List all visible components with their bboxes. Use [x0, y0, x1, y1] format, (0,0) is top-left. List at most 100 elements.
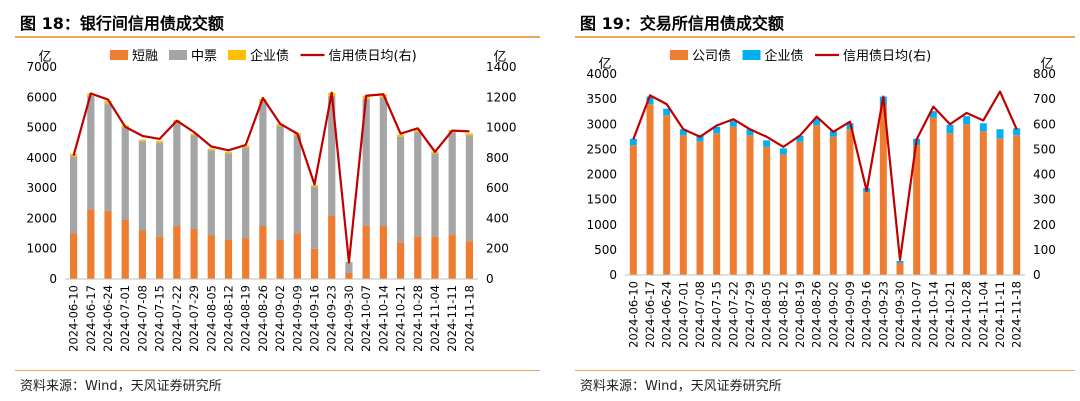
bar-stack-segment [396, 136, 405, 243]
bar-base-segment [207, 235, 215, 279]
x-tick-label: 2024-07-01 [118, 285, 132, 352]
x-tick-label: 2024-10-21 [394, 285, 408, 352]
left-tick-label: 7000 [26, 60, 57, 74]
bar-stack-segment [1013, 128, 1021, 136]
x-tick-label: 2024-10-07 [359, 285, 373, 352]
x-tick-label: 2024-06-24 [660, 281, 674, 348]
right-tick-label: 1000 [486, 121, 517, 135]
bar-base-segment [345, 272, 353, 279]
legend-label: 短融 [132, 49, 158, 64]
bar-stack-segment [345, 262, 353, 273]
x-tick-label: 2024-07-29 [187, 285, 201, 352]
figure-title: 图 19：交易所信用债成交额 [580, 14, 784, 33]
bar-base-segment [946, 133, 954, 275]
right-tick-label: 500 [1033, 142, 1056, 156]
chart-panel-interbank: 图 18：银行间信用债成交额 亿亿 0 1000 2000 3000 4000 5000 60… [15, 14, 540, 394]
bar-base-segment [414, 236, 422, 279]
bar-stack-segment [224, 153, 233, 240]
bar-stack-segment [104, 100, 112, 104]
x-tick-label: 2024-07-29 [743, 281, 757, 348]
bar-base-segment [121, 219, 129, 279]
bar-base-segment [69, 233, 78, 279]
bar-base-segment [156, 236, 164, 279]
bar-stack-segment [362, 98, 370, 226]
x-tick-label: 2024-09-30 [893, 281, 907, 348]
legend-swatch [110, 50, 128, 60]
bar-stack-segment [242, 145, 250, 148]
bar-base-segment [779, 154, 787, 275]
legend-label: 信用债日均(右) [329, 49, 417, 64]
bar-stack-segment [190, 135, 198, 230]
bar-stack-segment [138, 139, 147, 142]
left-tick-label: 3500 [586, 92, 617, 106]
bar-stack-segment [963, 116, 971, 125]
bar-stack-segment [929, 111, 937, 118]
right-tick-label: 700 [1033, 92, 1056, 106]
bar-base-segment [913, 145, 921, 275]
right-tick-label: 200 [1033, 218, 1056, 232]
right-tick-label: 0 [1033, 268, 1041, 282]
right-tick-label: 200 [486, 242, 509, 256]
bar-stack-segment [713, 126, 721, 134]
x-tick-label: 2024-11-11 [445, 285, 459, 352]
bar-base-segment [713, 133, 721, 275]
left-tick-label: 5000 [26, 121, 57, 135]
bar-stack-segment [746, 129, 754, 136]
x-tick-label: 2024-07-22 [170, 285, 184, 352]
x-tick-label: 2024-11-04 [976, 281, 990, 348]
bar-stack-segment [190, 133, 198, 136]
x-tick-label: 2024-11-11 [993, 281, 1007, 348]
bar-base-segment [963, 124, 971, 275]
bar-stack-segment [121, 127, 129, 220]
x-tick-label: 2024-09-09 [843, 281, 857, 348]
left-tick-label: 6000 [26, 90, 57, 104]
left-tick-label: 0 [609, 268, 617, 282]
bar-stack-segment [696, 134, 704, 142]
x-tick-label: 2024-08-12 [221, 285, 235, 352]
bar-base-segment [310, 248, 319, 279]
left-tick-label: 3000 [26, 181, 57, 195]
right-tick-label: 800 [1033, 67, 1056, 81]
source-note: 资料来源：Wind，天风证券研究所 [580, 379, 782, 394]
x-tick-label: 2024-06-17 [643, 281, 657, 348]
right-tick-label: 600 [1033, 117, 1056, 131]
bar-stack-segment [379, 97, 387, 226]
title-rule [575, 36, 1075, 38]
bar-stack-segment [276, 126, 284, 240]
left-tick-label: 1000 [586, 218, 617, 232]
bar-stack-segment [763, 140, 771, 147]
bar-base-segment [87, 209, 95, 279]
bar-stack-segment [207, 150, 215, 236]
x-tick-label: 2024-10-28 [960, 281, 974, 348]
right-tick-label: 300 [1033, 193, 1056, 207]
credit-bond-daily-avg-line [72, 91, 470, 264]
x-tick-label: 2024-08-26 [810, 281, 824, 348]
x-tick-label: 2024-10-07 [910, 281, 924, 348]
bar-stack-segment [69, 156, 78, 234]
x-tick-label: 2024-08-12 [776, 281, 790, 348]
bar-stack-segment [156, 142, 164, 237]
bar-base-segment [138, 230, 147, 279]
left-tick-label: 1000 [26, 242, 57, 256]
bar-base-segment [796, 141, 804, 275]
right-axis-unit: 亿 [493, 50, 506, 65]
bar-base-segment [431, 236, 439, 279]
x-tick-label: 2024-06-17 [84, 285, 98, 352]
x-tick-label: 2024-09-02 [273, 285, 287, 352]
x-tick-label: 2024-10-21 [943, 281, 957, 348]
figure-title: 图 18：银行间信用债成交额 [20, 14, 224, 33]
x-tick-label: 2024-07-22 [726, 281, 740, 348]
left-tick-label: 500 [594, 243, 617, 257]
legend-label: 中票 [191, 49, 217, 64]
x-tick-label: 2024-10-28 [411, 285, 425, 352]
x-tick-label: 2024-06-24 [101, 285, 115, 352]
bar-stack-segment [796, 135, 804, 142]
left-tick-label: 1500 [586, 193, 617, 207]
bar-base-segment [448, 235, 456, 279]
bar-base-segment [896, 262, 904, 275]
bar-base-segment [646, 104, 654, 276]
x-tick-label: 2024-09-16 [308, 285, 322, 352]
source-note: 资料来源：Wind，天风证券研究所 [20, 379, 222, 394]
right-tick-label: 0 [486, 272, 494, 286]
right-tick-label: 1400 [486, 60, 517, 74]
